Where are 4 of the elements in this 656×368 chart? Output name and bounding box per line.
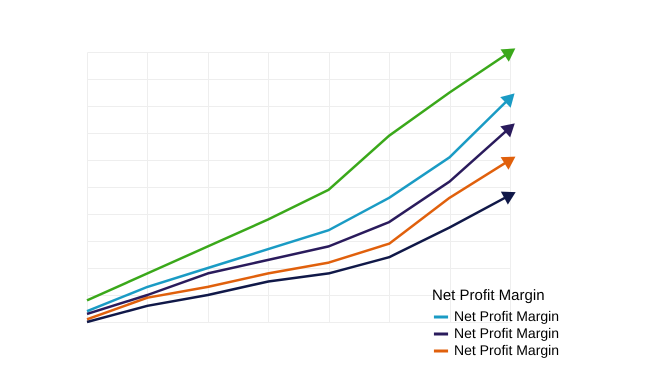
legend-title: Net Profit Margin xyxy=(432,287,545,304)
legend-label: Net Profit Margin xyxy=(454,325,560,341)
legend-label: Net Profit Margin xyxy=(454,308,560,324)
legend-label: Net Profit Margin xyxy=(454,342,560,358)
